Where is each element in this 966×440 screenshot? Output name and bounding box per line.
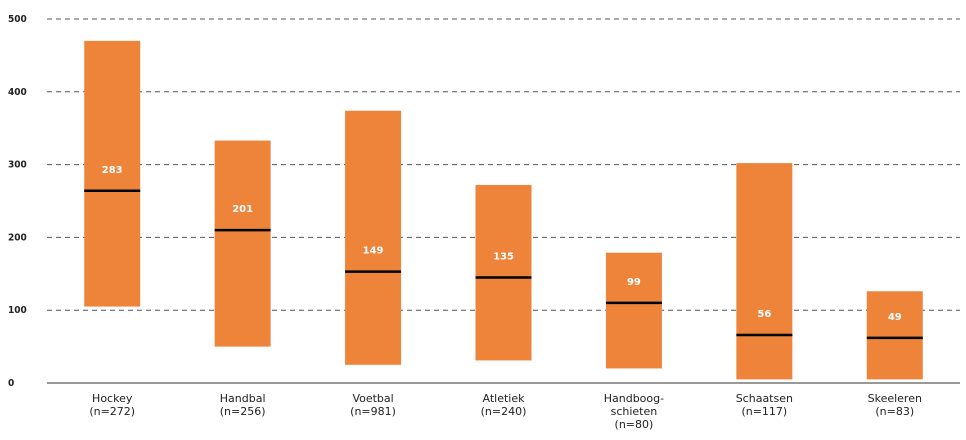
y-tick-label: 100 [8, 305, 27, 316]
y-tick-label: 300 [8, 160, 27, 171]
y-tick-label: 400 [8, 87, 27, 98]
category-label-line: Handboog- [604, 392, 664, 405]
bars: 283 201 149 135 99 56 49 [84, 40, 923, 380]
category-label: Handboog-schieten (n=80) [604, 392, 664, 431]
gridlines [47, 18, 960, 311]
category-label-line: Voetbal [352, 392, 393, 405]
category-label-line: Handbal [220, 392, 266, 405]
range-bar [84, 40, 141, 307]
y-tick-label: 200 [8, 232, 27, 243]
category-label-line: (n=117) [741, 405, 787, 418]
value-label: 201 [232, 204, 253, 215]
range-bar [475, 184, 532, 361]
range-bar [736, 163, 793, 380]
range-bar [345, 110, 402, 365]
category-label-line: Skeeleren [868, 392, 922, 405]
category-label-line: Schaatsen [736, 392, 793, 405]
category-label-line: Hockey [92, 392, 133, 405]
category-label: Hockey (n=272) [89, 392, 135, 418]
value-label: 49 [888, 312, 902, 323]
category-label-line: (n=83) [875, 405, 914, 418]
category-label-line: schieten [611, 405, 658, 418]
category-label: Skeeleren (n=83) [868, 392, 922, 418]
category-label-line: (n=272) [89, 405, 135, 418]
range-bar [214, 140, 271, 347]
y-tick-label: 500 [8, 14, 27, 25]
y-tick-label: 0 [8, 378, 14, 389]
x-axis: Hockey (n=272) Handbal (n=256) Voetbal (n=981… [47, 382, 960, 431]
category-label-line: Atletiek [483, 392, 526, 405]
value-label: 283 [102, 165, 123, 176]
category-label-line: (n=256) [220, 405, 266, 418]
category-label: Voetbal (n=981) [350, 392, 396, 418]
value-label: 149 [363, 246, 384, 257]
category-label-line: (n=240) [481, 405, 527, 418]
value-label: 56 [757, 309, 771, 320]
range-bar [866, 291, 923, 380]
category-label: Atletiek (n=240) [481, 392, 527, 418]
range-bar [605, 252, 662, 369]
value-label: 135 [493, 251, 514, 262]
category-label: Handbal (n=256) [220, 392, 266, 418]
category-label: Schaatsen (n=117) [736, 392, 793, 418]
value-label: 99 [627, 277, 641, 288]
category-label-line: (n=80) [615, 418, 654, 431]
category-label-line: (n=981) [350, 405, 396, 418]
y-axis: 0 100 200 300 400 500 [8, 14, 27, 389]
